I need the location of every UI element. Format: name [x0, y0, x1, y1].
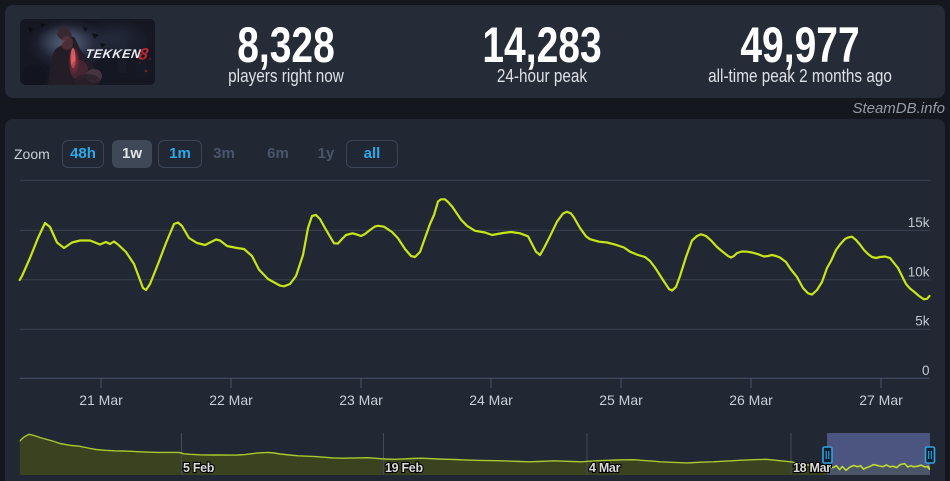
svg-text:0: 0: [922, 363, 930, 378]
svg-text:5k: 5k: [915, 314, 930, 329]
svg-text:4 Mar: 4 Mar: [589, 461, 621, 475]
svg-text:TEKKEN: TEKKEN: [84, 47, 142, 61]
svg-text:22 Mar: 22 Mar: [209, 392, 253, 408]
svg-text:8: 8: [137, 45, 150, 64]
svg-text:5 Feb: 5 Feb: [183, 461, 215, 475]
svg-text:27 Mar: 27 Mar: [859, 392, 903, 408]
svg-text:19 Feb: 19 Feb: [385, 461, 423, 475]
svg-text:18 Mar: 18 Mar: [793, 461, 831, 475]
svg-text:23 Mar: 23 Mar: [339, 392, 383, 408]
svg-text:26 Mar: 26 Mar: [729, 392, 773, 408]
svg-text:25 Mar: 25 Mar: [599, 392, 643, 408]
svg-text:10k: 10k: [908, 264, 930, 279]
svg-text:15k: 15k: [908, 215, 930, 230]
svg-text:21 Mar: 21 Mar: [79, 392, 123, 408]
svg-text:24 Mar: 24 Mar: [469, 392, 513, 408]
